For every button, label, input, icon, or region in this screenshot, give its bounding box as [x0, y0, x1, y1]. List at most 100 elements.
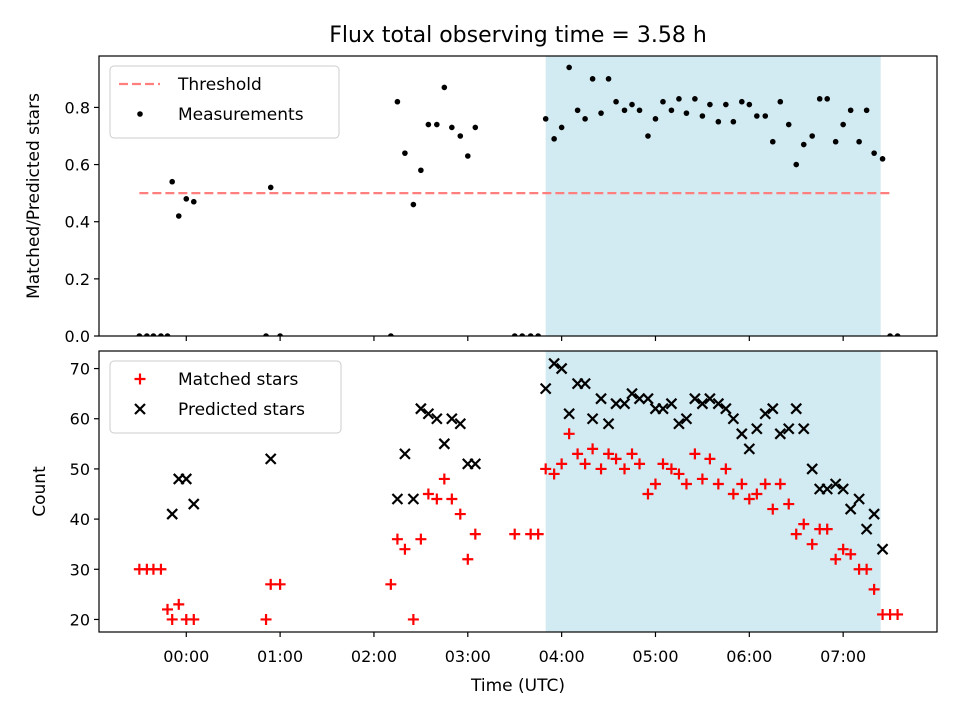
measurement-point	[425, 121, 432, 128]
measurement-point	[175, 213, 182, 219]
predicted-star-point	[555, 362, 568, 375]
y-axis-label: Count	[30, 466, 50, 517]
predicted-star-point	[720, 402, 732, 415]
matched-star-point	[868, 583, 880, 595]
measurement-point	[840, 121, 846, 128]
measurement-point	[629, 101, 635, 108]
matched-star-point	[162, 603, 174, 615]
measurement-point	[683, 110, 690, 116]
matched-star-point	[892, 608, 904, 620]
measurement-point	[277, 333, 283, 336]
matched-star-point	[767, 503, 779, 515]
predicted-star-point	[446, 412, 458, 425]
measurement-point	[263, 333, 269, 336]
matched-star-point	[438, 473, 450, 485]
predicted-star-point	[853, 493, 865, 505]
predicted-star-point	[610, 397, 622, 410]
measurement-point	[582, 116, 588, 122]
measurement-point	[785, 121, 792, 128]
matched-star-point	[548, 468, 560, 480]
x-tick-label: 04:00	[539, 647, 585, 666]
measurement-point	[589, 76, 596, 82]
measurement-point	[472, 124, 479, 131]
measurement-point	[464, 153, 471, 159]
measurement-point	[668, 107, 675, 114]
measurement-point	[574, 107, 581, 114]
measurement-point	[621, 107, 628, 114]
predicted-star-point	[563, 407, 575, 420]
x-tick-label: 03:00	[445, 647, 491, 666]
predicted-star-point	[264, 453, 277, 465]
predicted-star-point	[743, 443, 756, 455]
legend-box	[109, 65, 340, 139]
y-tick-label: 0.6	[65, 156, 90, 175]
predicted-star-point	[782, 422, 795, 435]
axes-frame	[98, 55, 938, 337]
plot-area	[133, 357, 904, 625]
measurement-point	[746, 101, 753, 108]
measurement-point	[856, 138, 862, 145]
matched-star-point	[845, 548, 857, 560]
matched-star-point	[415, 533, 427, 545]
matched-star-point	[759, 478, 771, 490]
measurement-point	[730, 118, 737, 125]
matched-star-point	[830, 553, 842, 565]
matched-star-point	[790, 528, 802, 540]
measurement-point	[879, 156, 886, 162]
matched-star-point	[751, 488, 763, 500]
x-tick-label: 05:00	[632, 647, 678, 666]
predicted-star-point	[399, 448, 411, 460]
matched-star-point	[806, 538, 818, 550]
matched-star-point	[680, 478, 692, 490]
predicted-star-point	[415, 402, 427, 415]
matched-star-point	[563, 428, 575, 440]
matched-star-point	[469, 528, 481, 540]
matched-star-point	[595, 463, 607, 475]
measurement-point	[793, 161, 800, 168]
x-axis-label: Time (UTC)	[470, 676, 565, 696]
y-tick-label: 0.8	[65, 98, 90, 117]
matched-star-point	[619, 463, 631, 475]
legend-predicted-swatch	[134, 403, 146, 415]
axes-frame	[98, 350, 938, 633]
measurement-point	[164, 333, 171, 336]
predicted-star-point	[539, 382, 552, 395]
predicted-star-point	[774, 428, 787, 440]
y-tick-label: 30	[70, 560, 90, 579]
measurement-point	[723, 101, 729, 108]
measurement-point	[769, 138, 776, 145]
matched-star-point	[736, 478, 748, 490]
matched-star-point	[704, 453, 716, 465]
matched-star-point	[579, 458, 591, 470]
predicted-star-point	[673, 417, 685, 430]
predicted-star-point	[642, 392, 654, 405]
measurement-point	[824, 96, 831, 102]
measurement-point	[158, 333, 164, 336]
predicted-star-point	[736, 428, 748, 440]
measurement-point	[754, 113, 760, 119]
matched-star-point	[446, 493, 458, 505]
predicted-star-point	[759, 407, 772, 420]
predicted-star-point	[595, 392, 607, 405]
plot-area	[136, 64, 901, 336]
measurement-point	[887, 333, 893, 336]
predicted-star-point	[712, 397, 725, 410]
y-tick-label: 70	[70, 360, 90, 379]
measurement-point	[441, 84, 448, 91]
matched-star-point	[634, 458, 646, 470]
measurement-point	[863, 107, 870, 114]
measurement-point	[558, 124, 565, 131]
predicted-star-point	[586, 412, 599, 425]
predicted-star-point	[704, 392, 716, 405]
measurement-point	[660, 98, 666, 105]
legend-measurement-swatch	[137, 111, 143, 117]
measurement-point	[144, 333, 150, 336]
measurement-point	[777, 98, 784, 105]
predicted-star-point	[602, 417, 615, 430]
predicted-star-point	[180, 473, 193, 485]
measurement-point	[527, 333, 534, 336]
measurement-point	[832, 138, 839, 145]
legend-label: Predicted stars	[178, 400, 305, 420]
matched-star-point	[610, 453, 622, 465]
predicted-star-point	[407, 493, 420, 505]
